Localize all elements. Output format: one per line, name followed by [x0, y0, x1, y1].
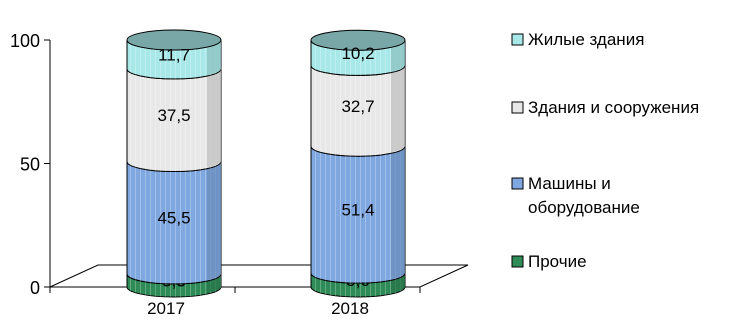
bars: 5,345,537,511,75,651,432,710,2	[126, 29, 406, 298]
legend-label: Машины и	[528, 174, 611, 193]
data-label: 10,2	[341, 44, 374, 63]
segment-texture	[126, 273, 221, 297]
segment-shade	[391, 65, 405, 153]
cylinder-top-cap	[126, 29, 222, 51]
segment-shade	[207, 161, 221, 280]
legend-swatch	[511, 101, 524, 114]
cylinder-2018: 5,651,432,710,2	[310, 29, 406, 298]
segment-texture	[126, 161, 221, 284]
y-tick-label: 100	[10, 31, 40, 51]
segment-texture	[126, 68, 221, 172]
legend-item: Жилые здания	[511, 30, 644, 49]
legend-item: Прочие	[511, 252, 587, 271]
segment-texture	[311, 65, 405, 157]
data-label: 45,5	[157, 209, 190, 228]
legend-label: Прочие	[528, 252, 587, 271]
legend-swatch	[511, 33, 524, 46]
y-tick-label: 0	[30, 278, 40, 298]
legend: Жилые здания Здания и сооружения Машины и о…	[511, 30, 699, 271]
cylinder-top-cap	[310, 29, 406, 51]
x-tick-label: 2017	[147, 299, 185, 318]
segment-texture	[127, 40, 221, 79]
segment-shade	[207, 40, 221, 75]
data-label: 32,7	[341, 97, 374, 116]
legend-swatch	[511, 255, 524, 268]
legend-item: Машины и оборудование	[511, 174, 640, 217]
segment-texture	[311, 273, 405, 297]
category-labels: 2017 2018	[147, 299, 369, 318]
legend-swatch	[511, 177, 524, 190]
data-label: 51,4	[341, 201, 374, 220]
x-tick-label: 2018	[331, 299, 369, 318]
segment-texture	[311, 146, 405, 284]
data-label: 37,5	[157, 106, 190, 125]
segment-shade	[391, 146, 405, 280]
segment-shade	[391, 40, 405, 72]
y-tick-label: 50	[20, 155, 40, 175]
segment-shade	[207, 68, 221, 168]
legend-item: Здания и сооружения	[511, 98, 699, 117]
legend-label: оборудование	[528, 198, 640, 217]
data-label: 11,7	[158, 45, 190, 64]
cylinder-2017: 5,345,537,511,7	[126, 29, 222, 298]
legend-label: Жилые здания	[528, 30, 644, 49]
y-axis: 0 50 100	[10, 31, 421, 298]
legend-label: Здания и сооружения	[528, 98, 699, 117]
